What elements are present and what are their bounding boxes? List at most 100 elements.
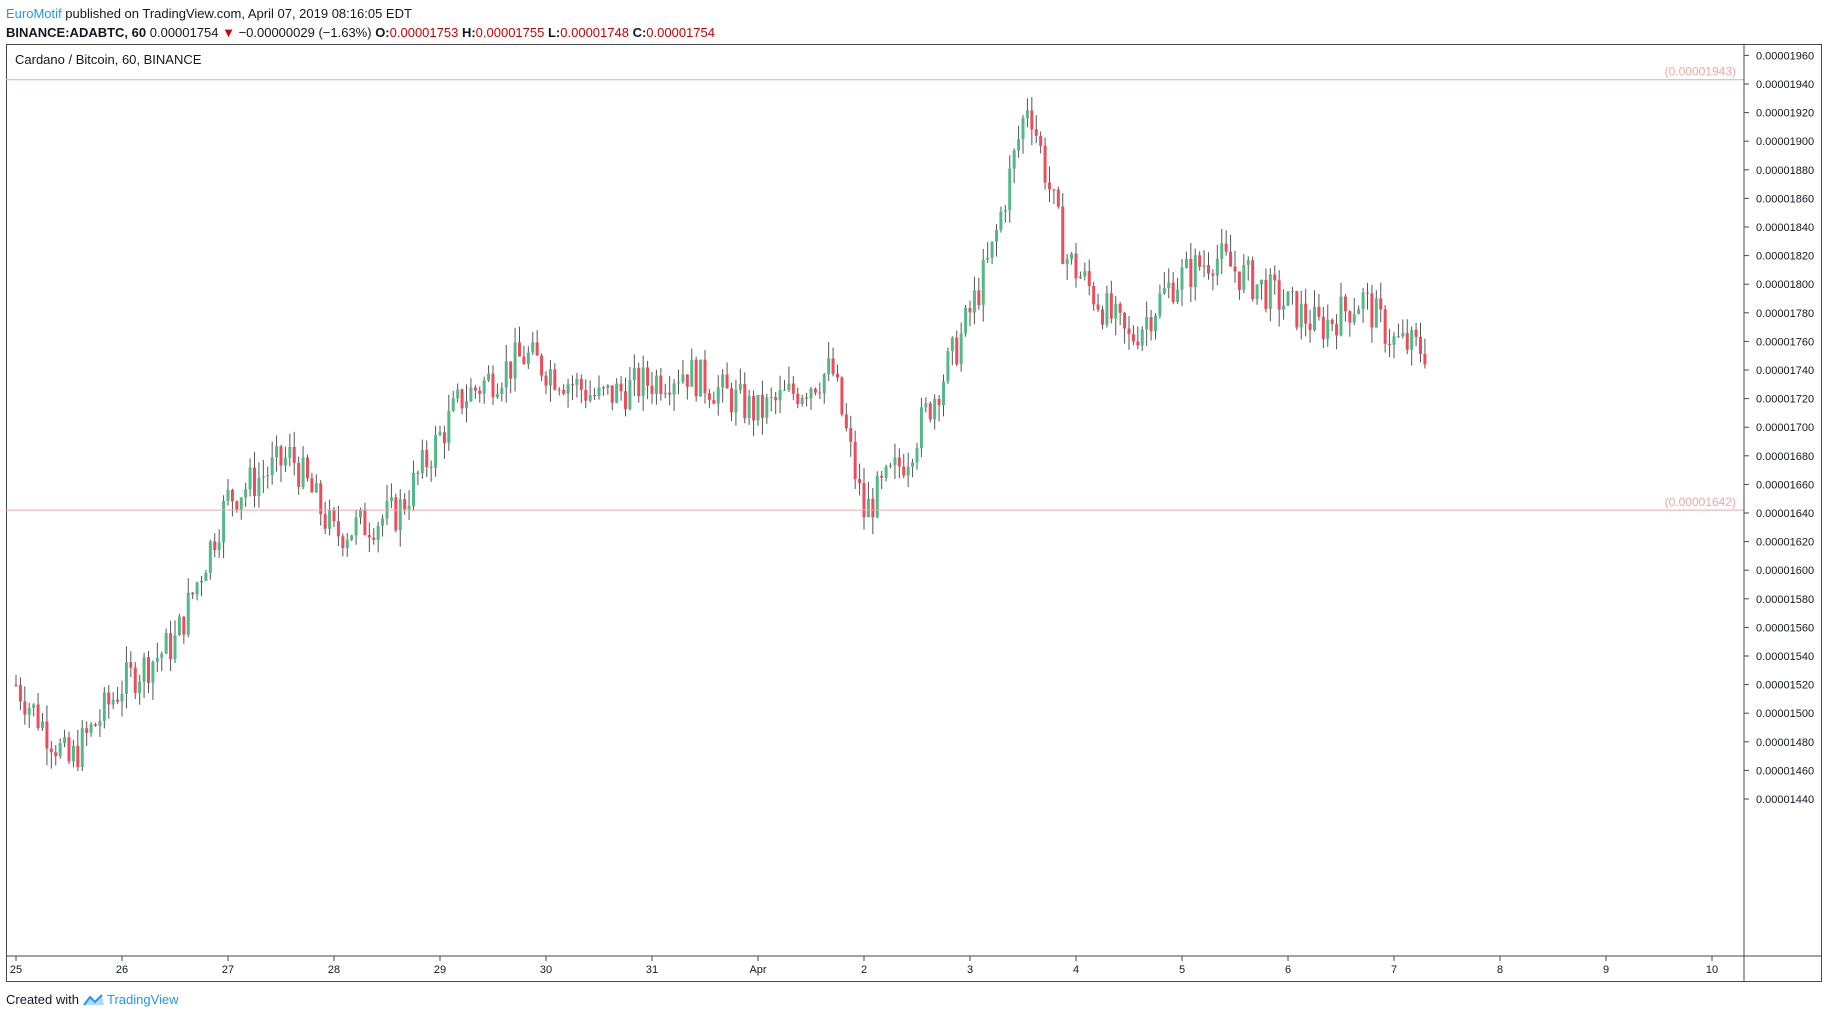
candle-down [579,378,583,390]
candle-down [306,457,309,479]
tradingview-link[interactable]: TradingView [83,992,179,1007]
candle-up [677,382,680,384]
candle-up [195,582,199,595]
chart-frame[interactable] [6,44,1822,982]
candle-up [248,467,252,490]
candle-down [292,446,296,463]
price-tick-label: 0.00001660 [1756,479,1814,491]
price-tick-label: 0.00001800 [1756,279,1814,291]
candle-up [1339,296,1343,336]
candle-down [1096,304,1100,310]
candle-down [107,692,111,705]
price-tick-label: 0.00001940 [1756,79,1814,91]
candle-up [314,483,318,493]
candle-down [840,377,844,415]
candle-up [1021,118,1025,140]
candle-up [239,497,243,510]
candle-up [1220,243,1224,259]
candle-up [350,535,354,540]
candle-down [85,728,89,733]
candle-down [129,662,133,668]
price-tick-label: 0.00001600 [1756,565,1814,577]
candle-up [699,359,703,397]
candle-up [690,359,694,387]
price-tick-label: 0.00001960 [1756,50,1814,62]
candle-up [41,721,44,728]
candle-up [438,432,442,435]
price-tick-label: 0.00001760 [1756,336,1814,348]
candle-up [1215,258,1219,276]
candle-up [1246,260,1250,266]
candle-down [1423,353,1427,365]
close-value: 0.00001754 [646,25,715,40]
candle-down [646,367,650,386]
candle-down [813,388,817,393]
candle-up [1193,255,1197,288]
candle-down [429,467,433,469]
candle-up [972,290,976,313]
candle-down [743,383,747,419]
candle-down [363,509,367,536]
candle-down [372,537,376,540]
candle-up [482,380,486,394]
candle-up [412,472,415,506]
time-tick-label: 31 [646,964,658,976]
candle-down [694,359,698,397]
candle-up [747,395,751,419]
candle-up [986,258,990,260]
price-tick-label: 0.00001500 [1756,708,1814,720]
candle-down [36,704,40,728]
time-tick-label: Apr [749,964,766,976]
candle-down [1109,293,1113,319]
candle-up [376,525,380,540]
ohlc-line: BINANCE:ADABTC, 60 0.00001754 ▼ −0.00000… [6,23,715,42]
author-link[interactable]: EuroMotif [6,6,62,21]
candlestick-chart[interactable]: (0.00001943)(0.00001642) 0.000019600.000… [6,44,1822,982]
candle-up [177,616,181,636]
candle-up [1326,319,1330,339]
price-tick-label: 0.00001780 [1756,308,1814,320]
candle-down [147,657,150,683]
candle-up [999,211,1003,230]
candle-down [1405,332,1409,350]
candle-up [809,388,813,399]
candle-down [1136,341,1140,346]
candle-down [557,389,561,391]
candle-up [288,446,292,458]
candle-up [495,394,499,398]
candle-up [283,457,287,466]
candle-down [928,403,932,420]
candle-down [1379,298,1383,310]
candle-down [1304,303,1308,324]
price-axis: 0.00001960 0.00001940 0.00001920 0.00001900… [1744,50,1814,806]
candle-up [765,397,769,418]
candle-up [597,387,601,397]
candle-up [160,653,164,658]
tradingview-logo-icon [83,993,104,1006]
candle-down [1061,206,1065,264]
symbol-label: BINANCE:ADABTC, 60 [6,25,147,40]
candle-down [460,389,464,409]
footer: Created with TradingView [6,992,179,1007]
candle-up [1180,267,1184,290]
price-tick-label: 0.00001580 [1756,594,1814,606]
price-tick-label: 0.00001440 [1756,794,1814,806]
candle-down [323,514,327,529]
candle-down [1118,303,1122,313]
candle-down [571,384,574,386]
candle-down [1074,253,1078,279]
candle-down [1348,311,1352,323]
time-axis: 25 26 27 28 29 30 31 Apr 2 3 4 5 6 7 8 9 10 [10,956,1718,976]
candle-up [531,342,535,353]
candles-layer [14,96,1427,772]
candle-down [796,393,800,404]
candle-up [950,337,954,352]
candle-down [1277,280,1281,310]
last-price: 0.00001754 [149,25,219,40]
candle-down [853,441,857,480]
candle-up [398,499,402,531]
candle-up [244,489,248,498]
candle-up [1286,291,1290,306]
chart-header: EuroMotif published on TradingView.com, … [6,4,715,42]
candle-up [451,398,455,411]
